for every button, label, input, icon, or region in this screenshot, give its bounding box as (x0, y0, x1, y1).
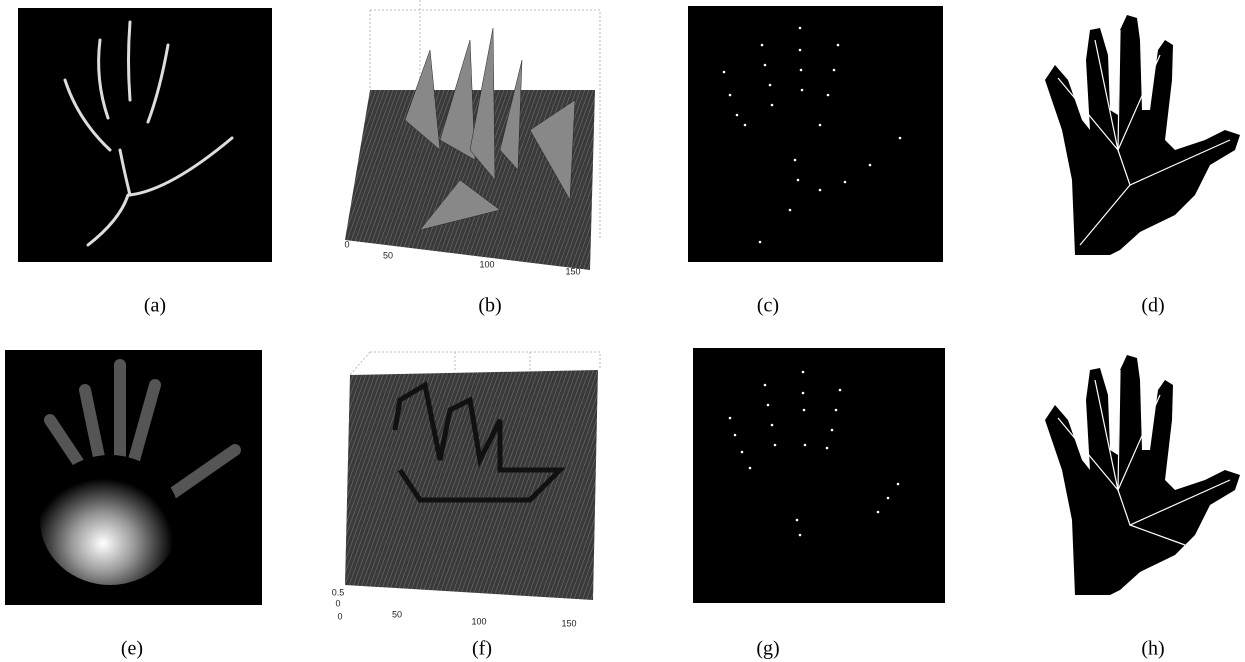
panel-label: (b) (478, 295, 501, 317)
panel-label: (a) (144, 295, 166, 317)
panel-e-image (5, 350, 262, 605)
axis-tick-label: 100 (471, 616, 486, 626)
panel-label: (e) (121, 638, 143, 660)
axis-tick-label: 0 (337, 611, 342, 621)
figure: (a) 0 50 100 150 (b) (c) (d) (e) 0.5 0 0… (0, 0, 1245, 662)
panel-label: (c) (757, 295, 779, 317)
panel-label: (g) (756, 638, 779, 660)
panel-label: (h) (1141, 638, 1164, 660)
panel-b-plot (345, 0, 600, 270)
panel-label: (d) (1141, 295, 1164, 317)
panel-c-image (688, 6, 943, 262)
axis-tick-label: 50 (383, 250, 393, 260)
axis-tick-label: 0 (344, 239, 349, 249)
panel-a-image (18, 8, 272, 262)
panel-g-image (693, 348, 945, 603)
panel-f-plot (345, 352, 600, 600)
axis-tick-label: 0.5 (332, 587, 345, 597)
axis-tick-label: 150 (561, 618, 576, 628)
panel-h-image (1045, 355, 1240, 595)
panel-label: (f) (472, 638, 492, 660)
axis-tick-label: 100 (479, 259, 494, 269)
panel-d-image (1045, 15, 1240, 255)
axis-tick-label: 0 (335, 598, 340, 608)
axis-tick-label: 50 (392, 609, 402, 619)
axis-tick-label: 150 (565, 266, 580, 276)
